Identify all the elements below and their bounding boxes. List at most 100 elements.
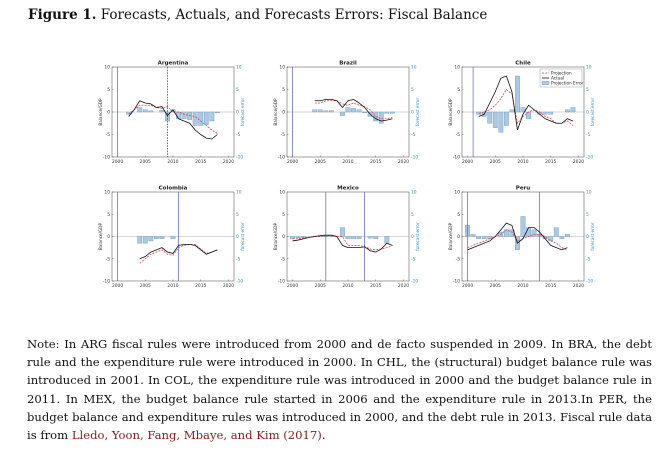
error-bar bbox=[570, 107, 576, 113]
error-bar bbox=[142, 236, 148, 244]
figure-title: Figure 1. Forecasts, Actuals, and Foreca… bbox=[28, 7, 487, 23]
legend-label: Projection Error bbox=[551, 81, 584, 86]
y-right-tick-label: -10 bbox=[411, 279, 418, 285]
figure-title-text: Forecasts, Actuals, and Forecasts Errors… bbox=[100, 7, 488, 23]
y-right-axis-label: forecast error bbox=[240, 98, 245, 127]
y-tick-label: 5 bbox=[457, 212, 460, 218]
error-bar bbox=[148, 236, 154, 242]
y-right-tick-label: 0 bbox=[411, 234, 414, 240]
y-right-tick-label: -5 bbox=[586, 256, 591, 262]
y-right-tick-label: 5 bbox=[586, 87, 589, 93]
y-right-tick-label: 5 bbox=[411, 212, 414, 218]
error-bar bbox=[328, 110, 334, 113]
y-tick-label: 10 bbox=[104, 65, 110, 71]
x-tick-label: 2005 bbox=[140, 283, 151, 289]
y-right-tick-label: -10 bbox=[236, 279, 243, 285]
y-tick-label: -5 bbox=[281, 256, 286, 262]
y-right-tick-label: -10 bbox=[586, 279, 593, 285]
error-bar bbox=[323, 110, 329, 113]
figure-note: Note: In ARG fiscal rules were introduce… bbox=[27, 335, 652, 444]
error-bar bbox=[345, 107, 351, 113]
y-right-axis-label: forecast error bbox=[590, 222, 595, 251]
projection-line bbox=[467, 229, 568, 251]
x-tick-label: 2015 bbox=[370, 159, 381, 165]
error-bar bbox=[137, 236, 143, 244]
x-tick-label: 2005 bbox=[490, 283, 501, 289]
error-bar bbox=[137, 107, 143, 113]
y-right-axis-label: forecast error bbox=[415, 222, 420, 251]
error-bar bbox=[203, 111, 209, 125]
y-right-tick-label: 10 bbox=[236, 65, 242, 71]
y-axis-label: Balance/GDP bbox=[273, 222, 278, 250]
y-axis-label: Balance/GDP bbox=[98, 222, 103, 250]
y-tick-label: 5 bbox=[282, 212, 285, 218]
error-bar bbox=[559, 236, 565, 239]
error-bar bbox=[487, 111, 493, 124]
error-bar bbox=[553, 227, 559, 237]
error-bar bbox=[492, 111, 498, 128]
actual-line bbox=[128, 100, 218, 140]
error-bar bbox=[389, 111, 395, 114]
y-right-tick-label: -5 bbox=[236, 256, 241, 262]
x-tick-label: 2010 bbox=[167, 159, 178, 165]
error-bar bbox=[503, 111, 509, 126]
citation-link[interactable]: Lledo, Yoon, Fang, Mbaye, and Kim (2017) bbox=[71, 428, 322, 443]
x-tick-label: 2020 bbox=[223, 159, 234, 165]
error-bar bbox=[295, 236, 301, 238]
x-tick-label: 2000 bbox=[112, 283, 123, 289]
error-bar bbox=[170, 236, 176, 239]
x-tick-label: 2000 bbox=[287, 159, 298, 165]
legend-label: Actual bbox=[551, 76, 564, 81]
error-bar bbox=[340, 111, 345, 116]
x-tick-label: 2010 bbox=[342, 283, 353, 289]
y-right-tick-label: -5 bbox=[586, 132, 591, 138]
error-bar bbox=[503, 229, 509, 237]
y-right-tick-label: -5 bbox=[236, 132, 241, 138]
error-bar bbox=[192, 111, 198, 126]
y-right-tick-label: 0 bbox=[586, 110, 589, 116]
y-tick-label: -10 bbox=[453, 279, 460, 285]
y-tick-label: 10 bbox=[279, 190, 285, 196]
error-bar bbox=[340, 227, 345, 237]
error-bar bbox=[198, 111, 204, 126]
error-bar bbox=[312, 109, 318, 113]
error-bar bbox=[159, 236, 165, 239]
y-right-tick-label: 5 bbox=[236, 212, 239, 218]
error-bar bbox=[317, 109, 323, 113]
x-tick-label: 2005 bbox=[140, 159, 151, 165]
y-tick-label: 0 bbox=[282, 110, 285, 116]
error-bar bbox=[481, 236, 487, 239]
panel-title: Colombia bbox=[159, 186, 188, 192]
error-bar bbox=[351, 108, 356, 113]
y-tick-label: 5 bbox=[107, 87, 110, 93]
y-right-tick-label: -10 bbox=[586, 155, 593, 161]
y-right-tick-label: -10 bbox=[236, 155, 243, 161]
error-bar bbox=[548, 236, 554, 242]
error-bar bbox=[548, 111, 554, 115]
error-bar bbox=[290, 236, 295, 239]
error-bar bbox=[367, 236, 373, 239]
figure-label: Figure 1. bbox=[28, 7, 97, 23]
error-bar bbox=[356, 109, 362, 113]
error-bar bbox=[142, 109, 148, 113]
error-bar bbox=[509, 109, 515, 113]
note-text: Note: In ARG fiscal rules were introduce… bbox=[27, 337, 652, 443]
y-right-tick-label: 10 bbox=[586, 65, 592, 71]
error-bar bbox=[181, 111, 187, 119]
error-bar bbox=[498, 111, 504, 133]
y-tick-label: -10 bbox=[453, 155, 460, 161]
y-tick-label: 0 bbox=[457, 234, 460, 240]
error-bar bbox=[209, 111, 215, 122]
y-right-tick-label: 5 bbox=[236, 87, 239, 93]
error-bar bbox=[356, 236, 362, 239]
x-tick-label: 2005 bbox=[490, 159, 501, 165]
y-axis-label: Balance/GDP bbox=[98, 98, 103, 126]
error-bar bbox=[362, 111, 368, 114]
error-bar bbox=[214, 111, 220, 114]
y-right-tick-label: 5 bbox=[586, 212, 589, 218]
y-axis-label: Balance/GDP bbox=[273, 98, 278, 126]
